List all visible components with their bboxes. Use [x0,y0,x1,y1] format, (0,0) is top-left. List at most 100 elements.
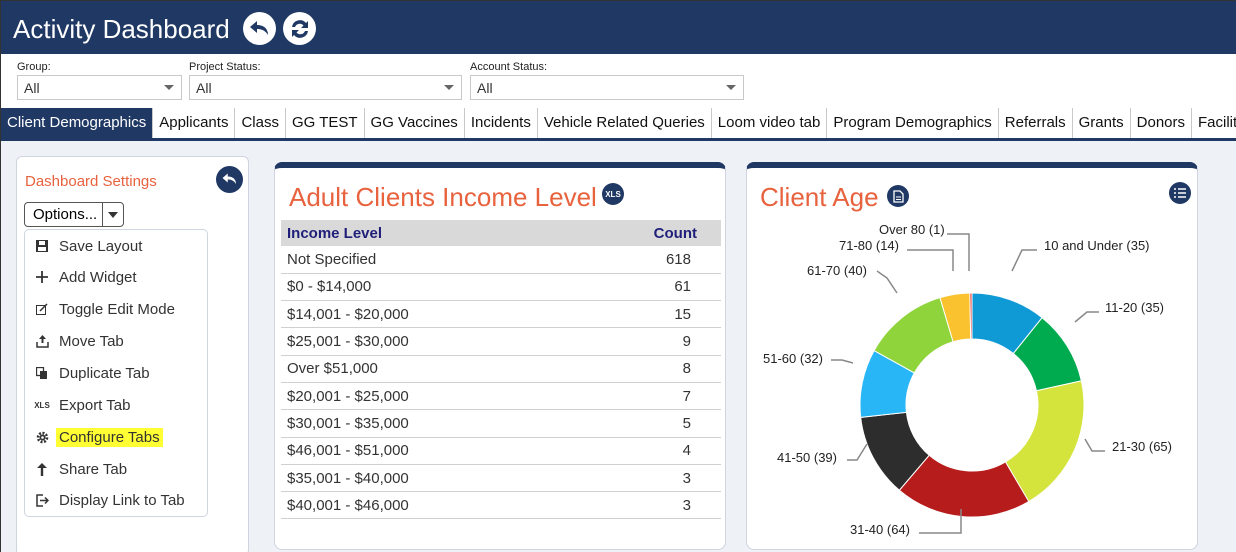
tab-vehicle-related-queries[interactable]: Vehicle Related Queries [538,108,712,138]
tab-gg-test[interactable]: GG TEST [286,108,365,138]
client-age-donut-chart: 10 and Under (35) 11-20 (35) 21-30 (65) 31-… [763,222,1172,537]
income-level-cell: $14,001 - $20,000 [281,300,566,329]
income-level-cell: $25,001 - $30,000 [281,327,566,356]
tab-applicants[interactable]: Applicants [153,108,236,138]
menu-item-label: Share Tab [59,460,128,478]
label-leader-line [947,233,970,271]
options-label: Options... [25,203,103,226]
tab-grants[interactable]: Grants [1073,108,1131,138]
tab-gg-vaccines[interactable]: GG Vaccines [365,108,465,138]
tab-loom-video[interactable]: Loom video tab [712,108,828,138]
count-cell: 9 [565,327,721,356]
slice-label: 51-60 (32) [763,351,823,366]
menu-item-label: Configure Tabs [56,427,163,447]
table-row: $0 - $14,000 61 [281,273,721,302]
menu-item-toggle-edit-mode[interactable]: Toggle Edit Mode [25,296,207,322]
menu-item-label: Add Widget [59,268,137,286]
label-leader-line [1084,438,1105,452]
settings-title: Dashboard Settings [25,173,157,190]
label-leader-line [919,509,962,534]
menu-item-configure-tabs[interactable]: Configure Tabs [25,424,207,450]
count-cell: 15 [565,300,721,329]
refresh-button[interactable] [283,12,316,45]
menu-item-label: Duplicate Tab [59,364,150,382]
slice-label: 21-30 (65) [1112,439,1172,454]
chevron-down-icon [444,85,454,90]
column-header-count[interactable]: Count [565,220,721,246]
account-status-label: Account Status: [470,61,548,73]
column-header-income-level[interactable]: Income Level [281,220,566,246]
label-leader-line [1074,311,1099,323]
table-row: $25,001 - $30,000 9 [281,327,721,356]
table-row: $20,001 - $25,000 7 [281,382,721,411]
income-level-cell: $35,001 - $40,000 [281,464,566,493]
xls-export-icon[interactable]: XLS [602,183,624,205]
arrow-up-icon [25,462,59,476]
menu-item-label: Display Link to Tab [59,491,185,509]
chevron-down-icon [726,85,736,90]
account-status-select[interactable]: All [470,75,744,100]
tab-referrals[interactable]: Referrals [999,108,1073,138]
menu-item-display-link[interactable]: Display Link to Tab [25,487,207,513]
plus-icon [25,271,59,283]
income-level-cell: $30,001 - $35,000 [281,409,566,438]
dashboard-content: Dashboard Settings Options... Save Layou… [1,141,1236,552]
label-leader-line [907,249,954,271]
slice-label: 11-20 (35) [1105,300,1164,315]
table-row: $14,001 - $20,000 15 [281,300,721,329]
tab-program-demographics[interactable]: Program Demographics [827,108,999,138]
refresh-icon [291,19,308,38]
table-header-row: Income Level Count [281,220,721,246]
tab-class[interactable]: Class [235,108,286,138]
duplicate-icon [25,366,59,380]
menu-item-label: Save Layout [59,237,143,255]
menu-item-label: Export Tab [59,396,131,414]
group-filter: Group: All [17,61,182,100]
group-filter-label: Group: [17,61,51,73]
document-icon[interactable] [887,185,909,207]
menu-item-share-tab[interactable]: Share Tab [25,456,207,482]
list-menu-icon[interactable] [1169,182,1191,204]
slice-label: 71-80 (14) [839,238,899,253]
table-row: $46,001 - $51,000 4 [281,437,721,465]
table-row: Over $51,000 8 [281,355,721,383]
save-icon [25,240,59,252]
options-dropdown-button[interactable]: Options... [24,202,124,227]
options-menu: Save Layout Add Widget Toggle Edit Mode … [24,229,208,517]
client-age-widget: Client Age 10 and Under (35) 11-20 (35) 21… [746,162,1198,550]
app-header: Activity Dashboard [1,1,1236,54]
count-cell: 4 [565,437,721,465]
menu-item-export-tab[interactable]: XLS Export Tab [25,392,207,418]
slice-label: 41-50 (39) [777,450,837,465]
chevron-down-icon [164,85,174,90]
tab-client-demographics[interactable]: Client Demographics [1,108,154,138]
dashboard-settings-panel: Dashboard Settings Options... Save Layou… [16,156,249,552]
project-status-select[interactable]: All [189,75,462,100]
tab-incidents[interactable]: Incidents [465,108,538,138]
tab-donors[interactable]: Donors [1131,108,1193,138]
settings-back-button[interactable] [216,166,243,193]
chevron-down-icon [103,203,123,226]
account-status-value: All [477,80,493,96]
label-leader-line [847,443,868,461]
menu-item-add-widget[interactable]: Add Widget [25,264,207,290]
income-level-cell: $46,001 - $51,000 [281,437,566,465]
xls-icon: XLS [34,400,50,410]
upload-icon [25,334,59,348]
menu-item-move-tab[interactable]: Move Tab [25,328,207,354]
count-cell: 3 [565,464,721,493]
menu-item-save-layout[interactable]: Save Layout [25,233,207,259]
gear-icon [25,431,59,444]
table-row: Not Specified 618 [281,246,721,274]
donut-slice[interactable] [969,292,973,340]
menu-item-label: Toggle Edit Mode [59,300,175,318]
back-button[interactable] [243,12,276,45]
project-status-value: All [196,80,212,96]
group-select[interactable]: All [17,75,182,100]
count-cell: 7 [565,382,721,411]
income-level-cell: $0 - $14,000 [281,273,566,302]
income-table: Income Level Count Not Specified 618 $0 -… [281,220,721,520]
tab-facility-management[interactable]: Facility Manag [1192,108,1236,138]
slice-label: 61-70 (40) [807,263,867,278]
menu-item-duplicate-tab[interactable]: Duplicate Tab [25,360,207,386]
